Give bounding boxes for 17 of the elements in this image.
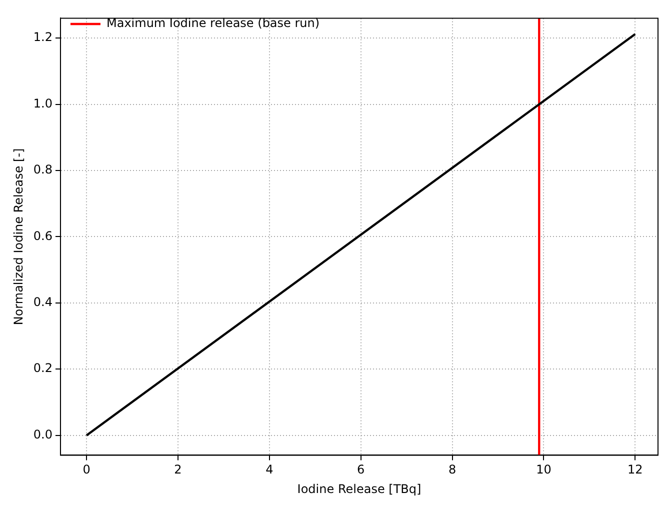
x-tick-label: 6 (357, 462, 365, 477)
y-tick-label: 0.4 (33, 295, 52, 310)
x-axis-title: Iodine Release [TBq] (297, 482, 422, 496)
y-tick-label: 1.2 (33, 30, 52, 44)
y-tick-label: 0.0 (33, 427, 52, 442)
x-tick-label: 4 (266, 462, 274, 477)
y-axis-title: Normalized Iodine Release [-] (11, 148, 26, 326)
x-tick-label: 8 (448, 462, 456, 477)
y-tick-label: 0.8 (33, 162, 52, 177)
x-tick-label: 12 (628, 462, 643, 477)
x-tick-label: 2 (174, 462, 182, 477)
x-tick-label: 10 (536, 462, 552, 477)
y-tick-label: 0.6 (33, 228, 52, 243)
x-tick-label: 0 (82, 462, 90, 477)
legend-label: Maximum Iodine release (base run) (106, 16, 320, 30)
y-tick-label: 0.2 (33, 361, 52, 376)
y-tick-label: 1.0 (33, 96, 52, 110)
